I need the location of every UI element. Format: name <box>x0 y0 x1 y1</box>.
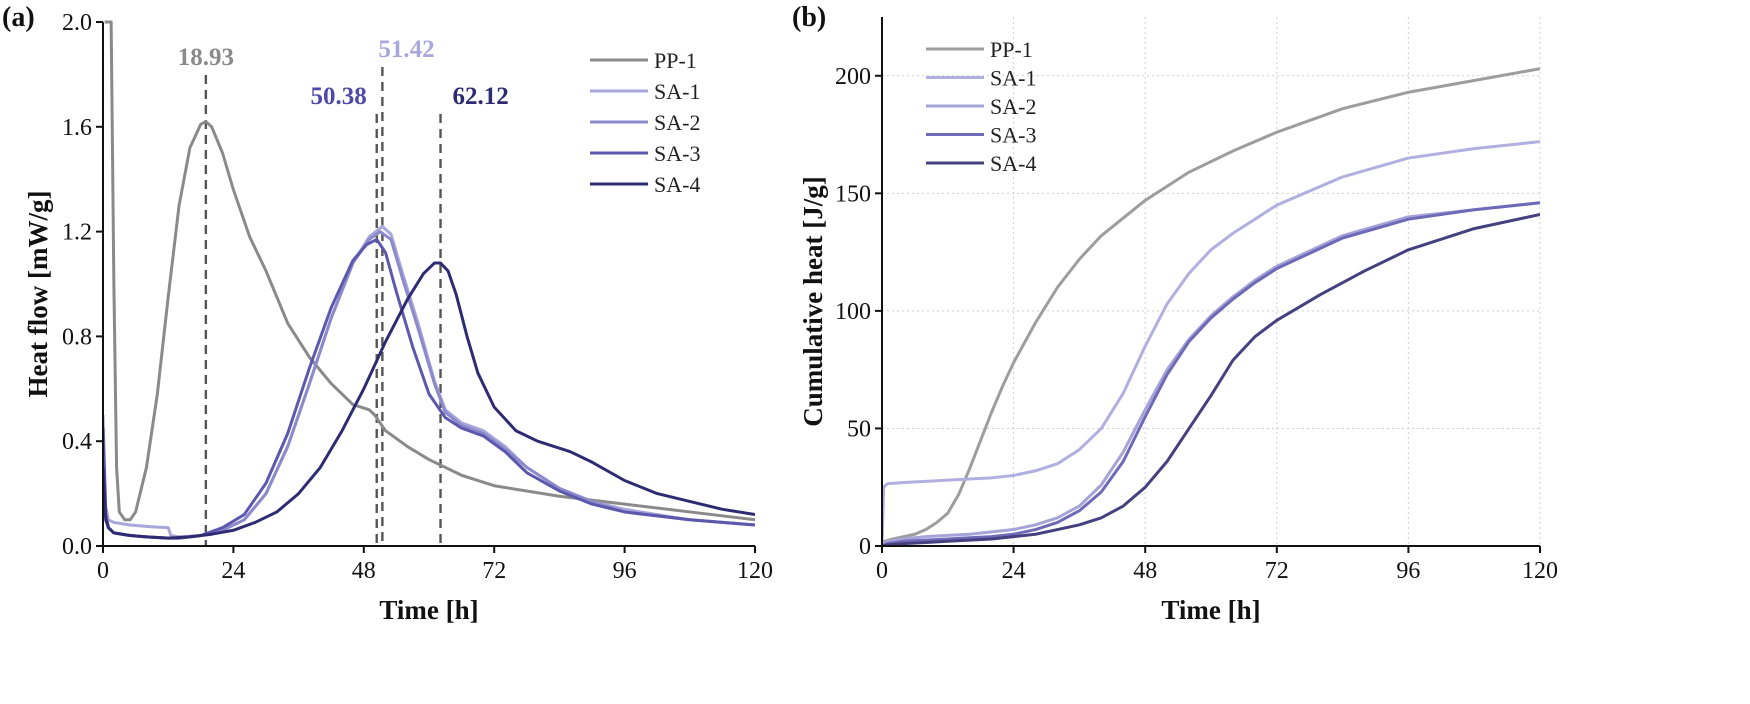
annotation-label: 62.12 <box>453 83 509 110</box>
legend-label: SA-3 <box>654 141 700 166</box>
legend: PP-1 SA-1 SA-2 SA-3 SA-4 <box>926 37 1036 176</box>
legend-label: PP-1 <box>990 37 1033 62</box>
series-line-sa-1 <box>882 140 1540 546</box>
y-tick-label: 0.8 <box>62 324 92 350</box>
y-tick-label: 150 <box>835 181 871 207</box>
x-tick-label: 0 <box>876 558 888 584</box>
chart-panel-b: 0 24 48 72 96 120 0 50 100 150 200 Time [h] Cumulati… <box>792 2 1558 625</box>
series-line-sa-4 <box>882 213 1540 546</box>
x-axis-title: Time [h] <box>1161 595 1260 625</box>
y-axis-title: Heat flow [mW/g] <box>23 191 53 398</box>
y-tick-label: 2.0 <box>62 10 92 36</box>
legend-label: SA-3 <box>990 123 1036 148</box>
x-tick-label: 72 <box>1265 558 1289 584</box>
x-tick-label: 120 <box>1522 558 1558 584</box>
x-tick-label: 24 <box>1002 558 1026 584</box>
legend: PP-1 SA-1 SA-2 SA-3 SA-4 <box>590 48 700 197</box>
series-line-sa-4 <box>103 261 755 540</box>
y-tick-label: 200 <box>835 64 871 90</box>
x-axis-title: Time [h] <box>379 595 478 625</box>
series-line-pp-1 <box>882 67 1540 546</box>
y-tick-label: 50 <box>847 416 871 442</box>
x-tick-label: 48 <box>352 558 376 584</box>
legend-label: SA-4 <box>990 151 1036 176</box>
series-line-sa-2 <box>882 201 1540 546</box>
y-tick-label: 1.6 <box>62 115 92 141</box>
x-tick-label: 72 <box>482 558 506 584</box>
y-tick-label: 0.0 <box>62 534 92 560</box>
panel-label: (a) <box>2 2 35 33</box>
legend-label: SA-1 <box>990 66 1036 91</box>
y-tick-label: 1.2 <box>62 220 92 246</box>
x-tick-label: 96 <box>1396 558 1420 584</box>
legend-label: SA-2 <box>654 110 700 135</box>
annotation-label: 50.38 <box>310 83 366 110</box>
chart-panel-a: 18.93 50.38 51.42 62.12 0 24 48 72 96 120 0.0 0.4 0.… <box>2 2 773 625</box>
panel-label: (b) <box>792 2 826 33</box>
y-tick-label: 0 <box>859 534 871 560</box>
x-tick-label: 48 <box>1133 558 1157 584</box>
series-line-sa-1 <box>103 224 755 539</box>
annotation-label: 51.42 <box>378 36 434 63</box>
x-tick-label: 24 <box>221 558 245 584</box>
legend-label: SA-2 <box>990 94 1036 119</box>
series-line-pp-1 <box>104 20 755 522</box>
legend-label: PP-1 <box>654 48 697 73</box>
y-tick-label: 100 <box>835 299 871 325</box>
y-tick-label: 0.4 <box>62 429 92 455</box>
x-tick-label: 120 <box>737 558 773 584</box>
annotation-label: 18.93 <box>178 44 234 71</box>
legend-label: SA-4 <box>654 172 700 197</box>
x-tick-label: 96 <box>613 558 637 584</box>
series-line-sa-3 <box>882 201 1540 546</box>
y-axis-title: Cumulative heat [J/g] <box>798 176 828 426</box>
x-tick-label: 0 <box>97 558 109 584</box>
legend-label: SA-1 <box>654 79 700 104</box>
